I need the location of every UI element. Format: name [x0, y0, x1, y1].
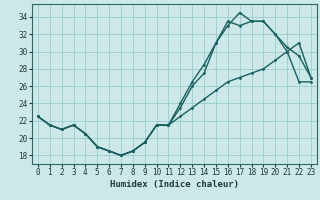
X-axis label: Humidex (Indice chaleur): Humidex (Indice chaleur): [110, 180, 239, 189]
